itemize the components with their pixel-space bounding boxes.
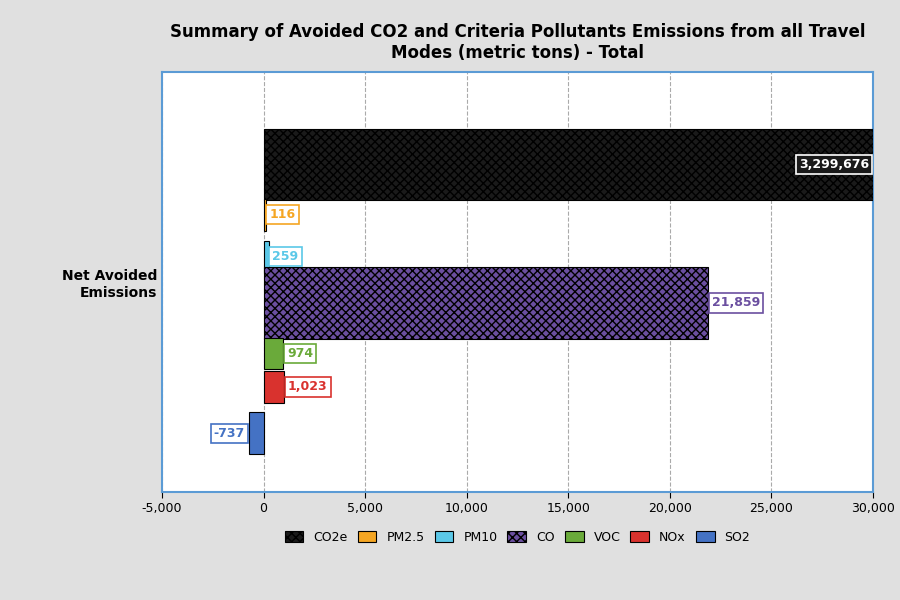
Text: 974: 974 bbox=[287, 347, 313, 360]
Bar bbox=[264, 338, 284, 369]
Text: 116: 116 bbox=[270, 208, 296, 221]
Title: Summary of Avoided CO2 and Criteria Pollutants Emissions from all Travel
Modes (: Summary of Avoided CO2 and Criteria Poll… bbox=[170, 23, 865, 62]
Text: 1,023: 1,023 bbox=[288, 380, 328, 394]
Text: 21,859: 21,859 bbox=[712, 296, 760, 310]
Text: 259: 259 bbox=[273, 250, 299, 263]
Bar bbox=[264, 267, 707, 338]
Text: 3,299,676: 3,299,676 bbox=[799, 158, 868, 171]
Bar bbox=[248, 412, 264, 454]
Bar bbox=[264, 199, 266, 230]
Bar bbox=[264, 241, 269, 272]
Bar bbox=[264, 371, 284, 403]
Legend: CO2e, PM2.5, PM10, CO, VOC, NOx, SO2: CO2e, PM2.5, PM10, CO, VOC, NOx, SO2 bbox=[280, 526, 755, 549]
Text: -737: -737 bbox=[213, 427, 245, 440]
Bar bbox=[264, 128, 900, 200]
